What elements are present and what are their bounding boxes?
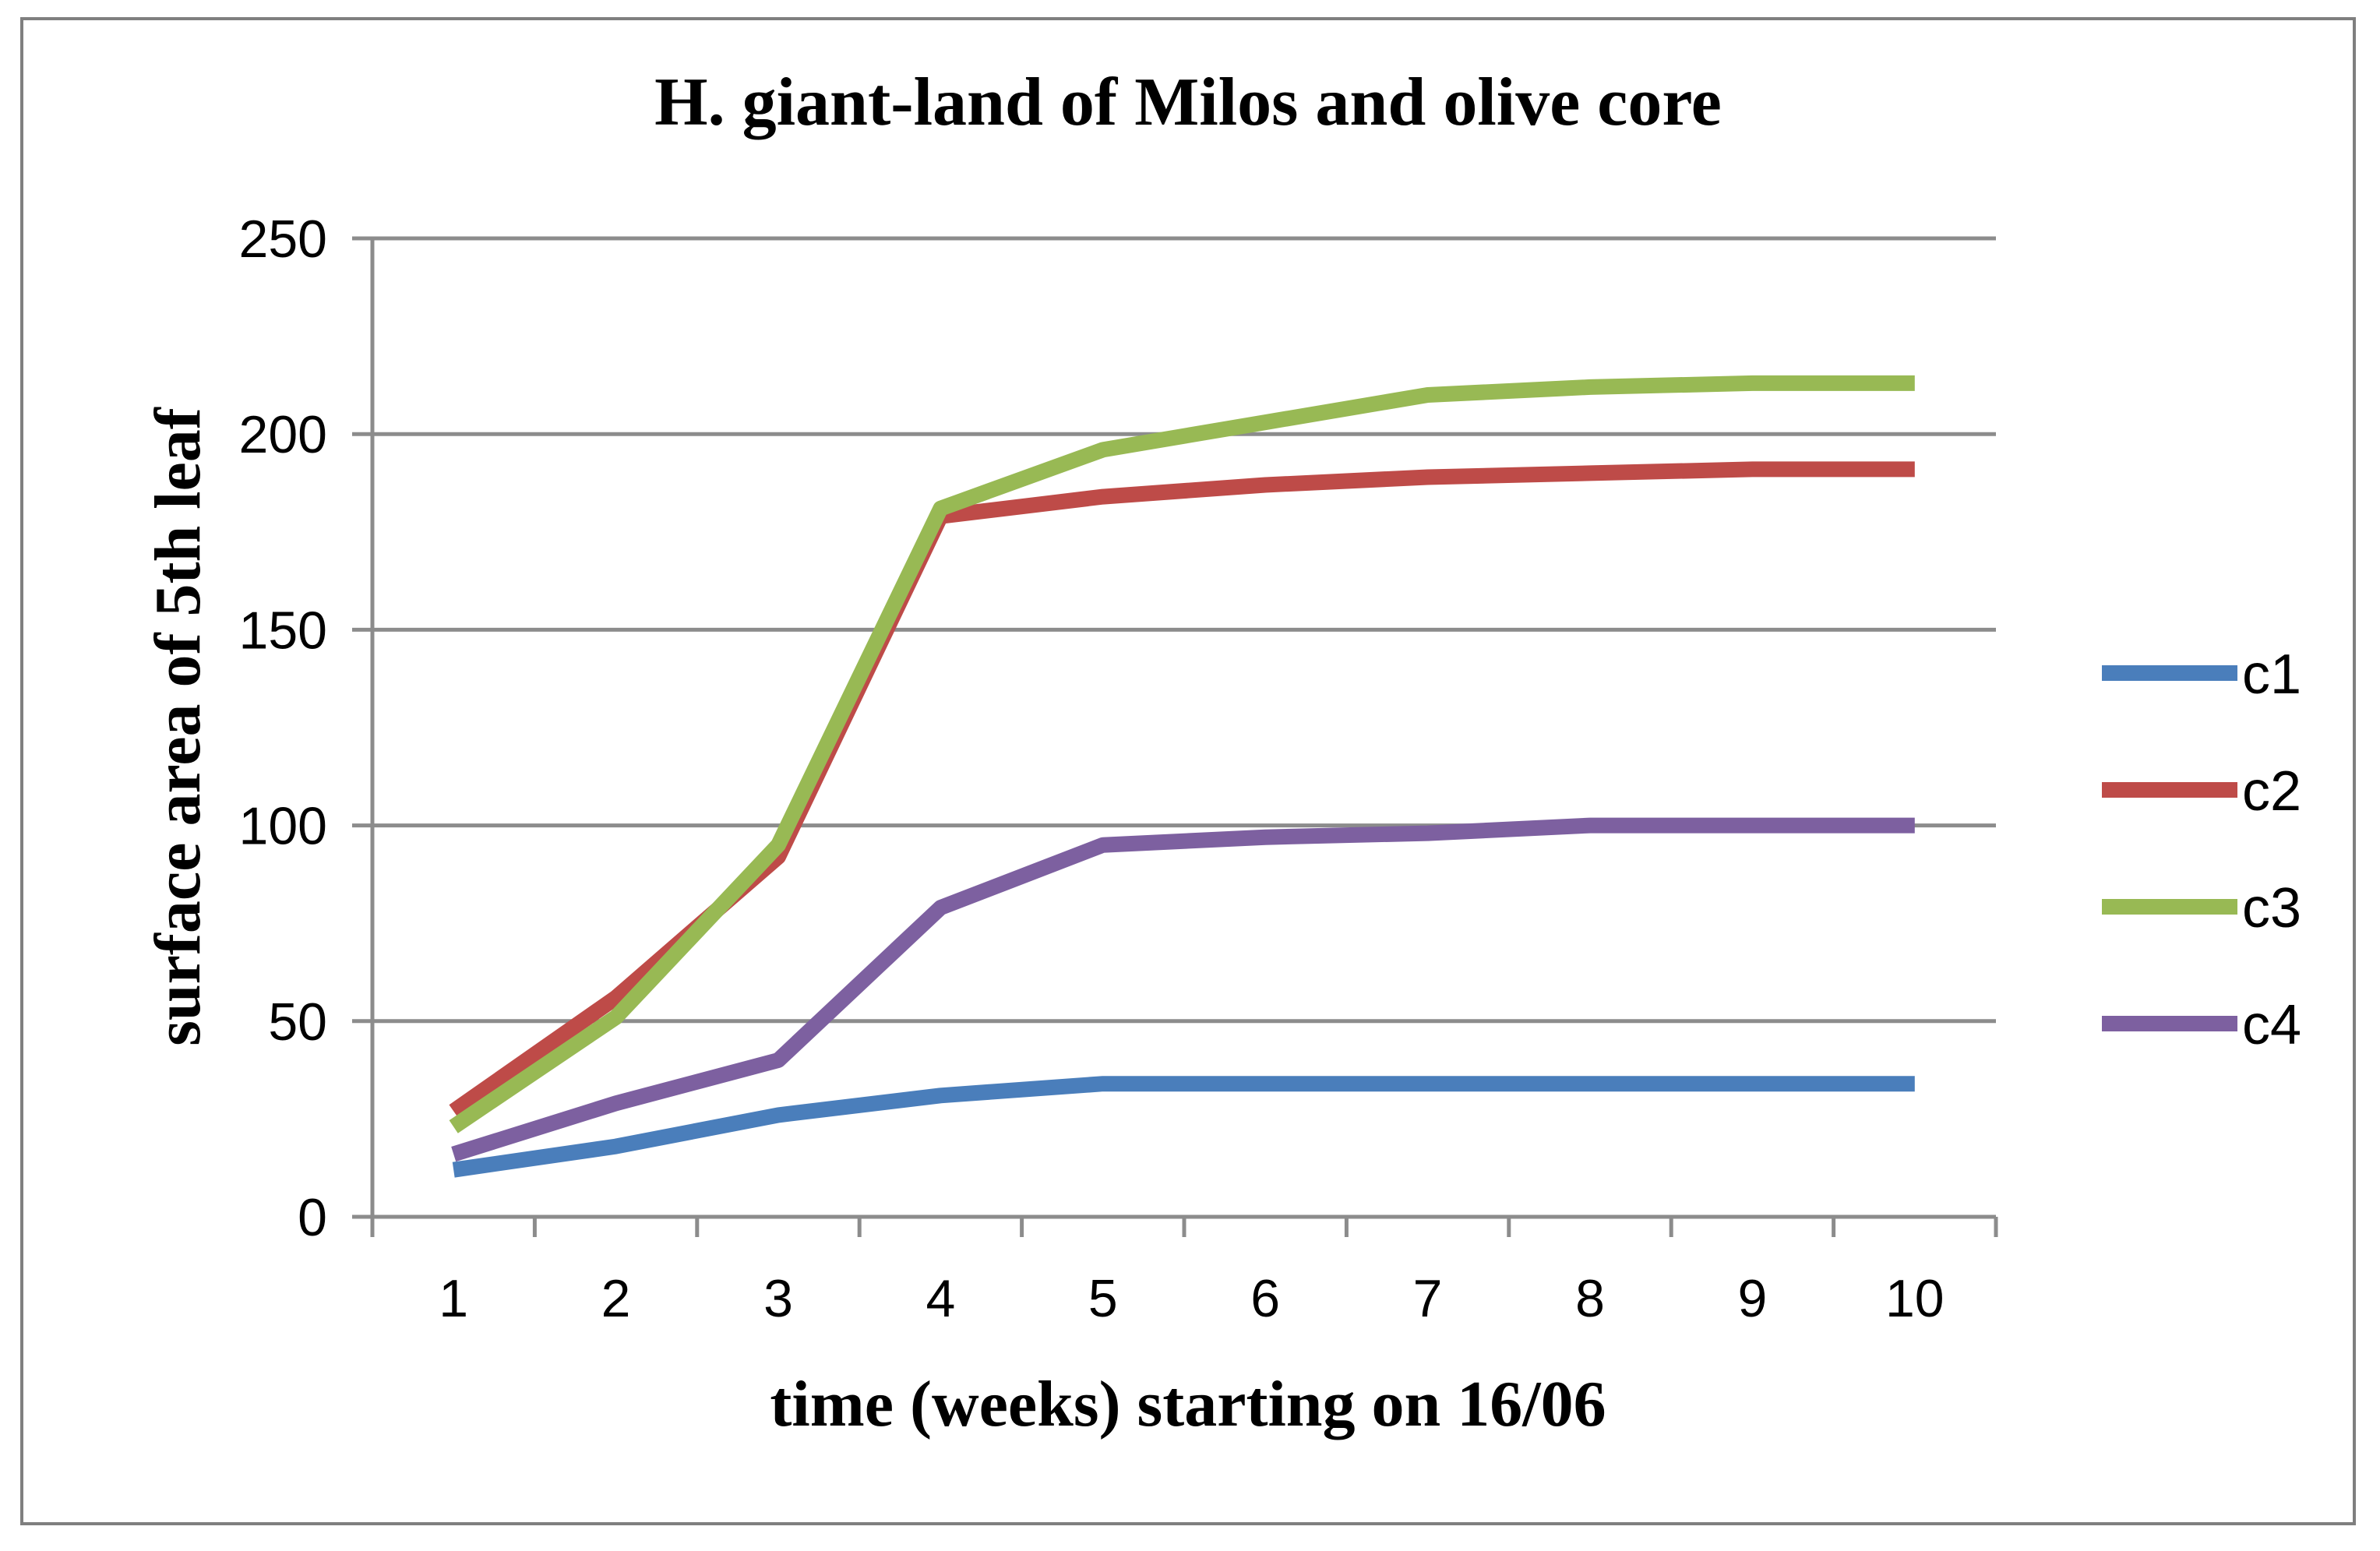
y-tick-label: 0 (298, 1188, 327, 1247)
legend-label-c4: c4 (2242, 994, 2301, 1056)
y-tick-label: 50 (268, 992, 327, 1052)
x-tick-label: 7 (1413, 1269, 1443, 1328)
y-axis-title: surface area of 5th leaf (142, 407, 214, 1046)
x-tick-label: 5 (1088, 1269, 1118, 1328)
x-tick-label: 3 (763, 1269, 793, 1328)
y-tick-label: 150 (239, 601, 327, 660)
x-tick-label: 2 (601, 1269, 631, 1328)
gridlines (372, 236, 1996, 1024)
axes: 0 50 100 150 200 250 1 2 3 4 5 6 7 8 9 10 (239, 210, 1998, 1328)
y-tick-label: 250 (239, 210, 327, 269)
x-tick-label: 4 (926, 1269, 955, 1328)
x-tick-label: 9 (1737, 1269, 1767, 1328)
x-tick-label: 6 (1250, 1269, 1280, 1328)
legend-label-c3: c3 (2242, 877, 2301, 939)
x-tick-label: 8 (1575, 1269, 1605, 1328)
series-line-c2 (449, 461, 1915, 1118)
line-chart: H. giant-land of Milos and olive core 0 5… (142, 65, 2301, 1440)
legend-label-c2: c2 (2242, 760, 2301, 823)
y-tick-label: 100 (239, 797, 327, 856)
series-line-c1 (452, 1076, 1915, 1178)
series-line-c3 (449, 375, 1915, 1133)
x-tick-label: 10 (1885, 1269, 1945, 1328)
chart-frame: H. giant-land of Milos and olive core 0 5… (20, 17, 2356, 1525)
legend-label-c1: c1 (2242, 643, 2301, 706)
y-tick-label: 200 (239, 405, 327, 464)
x-axis-title: time (weeks) starting on 16/06 (770, 1368, 1606, 1440)
series-lines (449, 375, 1915, 1178)
chart-title: H. giant-land of Milos and olive core (654, 65, 1722, 140)
legend: c1 c2 c3 c4 (2102, 643, 2301, 1056)
x-tick-label: 1 (439, 1269, 468, 1328)
series-line-c4 (451, 817, 1915, 1162)
